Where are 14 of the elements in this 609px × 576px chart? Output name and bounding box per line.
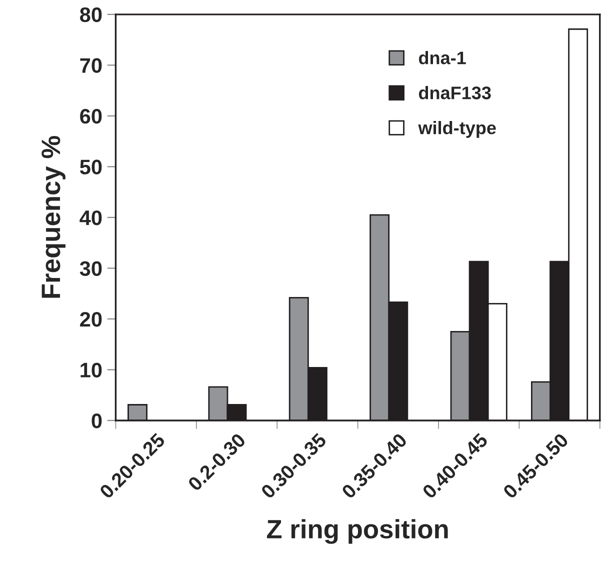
y-tick-label: 50 [80, 160, 102, 174]
y-tick-label: 30 [80, 261, 102, 276]
y-tick-label: 10 [80, 362, 102, 378]
x-axis-title: Z ring position [266, 519, 448, 544]
legend-label: dna-1 [418, 51, 466, 64]
legend-label: dnaF133 [418, 86, 491, 100]
y-tick-label: 60 [80, 108, 102, 124]
y-tick-label: 40 [80, 210, 102, 226]
y-axis-title: Frequency % [42, 136, 66, 298]
legend-label: wild-type [418, 121, 496, 138]
y-tick-label: 20 [80, 312, 102, 327]
y-tick-label: 0 [92, 413, 102, 428]
y-tick-label: 70 [80, 58, 102, 73]
y-tick-label: 80 [80, 7, 102, 22]
